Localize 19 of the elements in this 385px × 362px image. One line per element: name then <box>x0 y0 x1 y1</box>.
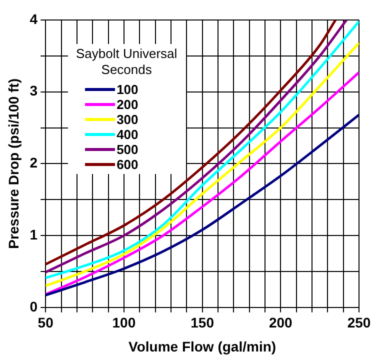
y-tick-label: 0 <box>30 298 38 314</box>
legend-label: 600 <box>116 157 138 172</box>
x-tick-label: 50 <box>38 314 54 331</box>
legend-label: 300 <box>116 112 138 127</box>
legend-label: 500 <box>116 142 138 157</box>
y-axis-title: Pressure Drop (psi/100 ft) <box>5 78 22 249</box>
y-tick-label: 3 <box>30 82 38 99</box>
x-axis-title: Volume Flow (gal/min) <box>128 338 276 354</box>
legend-label: 400 <box>116 127 138 142</box>
x-tick-label: 250 <box>347 314 371 331</box>
legend-label: 100 <box>116 82 138 97</box>
y-tick-label: 2 <box>30 154 38 171</box>
legend-title: Saybolt Universal Seconds <box>75 46 178 78</box>
x-tick-label: 200 <box>268 314 293 331</box>
y-tick-label: 4 <box>30 10 38 27</box>
x-tick-label: 150 <box>190 314 214 331</box>
legend-label: 200 <box>116 97 138 112</box>
y-tick-label: 1 <box>30 226 38 242</box>
x-tick-label: 100 <box>112 314 136 331</box>
